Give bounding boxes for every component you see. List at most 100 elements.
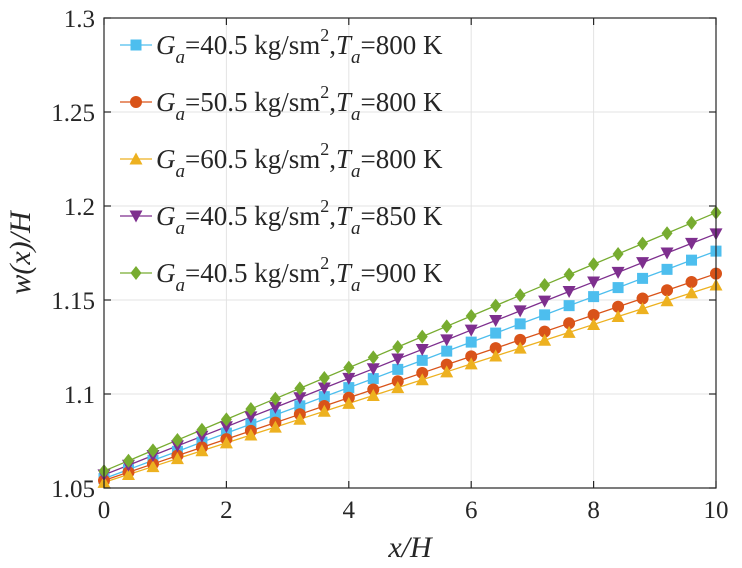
data-point xyxy=(489,342,502,355)
legend-text-gsub: a xyxy=(176,104,186,125)
y-tick-label: 1.2 xyxy=(64,194,95,221)
data-point xyxy=(318,371,330,386)
data-point xyxy=(392,363,404,375)
legend-text-t: T xyxy=(336,87,353,117)
data-point xyxy=(245,402,257,417)
data-point xyxy=(367,350,379,365)
legend-text-comma: , xyxy=(329,201,336,231)
data-point xyxy=(686,215,698,230)
tick-labels: 0 2 4 6 8 10 1.05 1.1 1.15 1.2 1.25 1.3 xyxy=(51,6,728,524)
legend-text-t: T xyxy=(336,30,353,60)
data-point xyxy=(465,350,478,363)
legend-text-gval: =40.5 kg/sm xyxy=(185,30,320,60)
legend-text-sup: 2 xyxy=(320,196,329,216)
legend-entry-1: Ga=40.5 kg/sm2,Ta=800 K xyxy=(120,25,443,68)
data-point xyxy=(366,363,380,376)
data-point xyxy=(637,272,649,284)
legend-entry-3: Ga=60.5 kg/sm2,Ta=800 K xyxy=(120,139,443,182)
data-point xyxy=(513,305,527,318)
data-point xyxy=(318,391,330,403)
legend-text-t: T xyxy=(336,201,353,231)
data-point xyxy=(514,288,526,303)
data-point xyxy=(588,291,600,303)
legend-text-tsub: a xyxy=(351,47,361,68)
data-point xyxy=(342,396,356,409)
legend-text-tsub: a xyxy=(351,104,361,125)
plot-frame xyxy=(103,17,717,489)
data-point xyxy=(440,365,454,378)
data-point xyxy=(587,317,601,330)
x-axis-label: x/H xyxy=(387,531,434,564)
data-point xyxy=(441,345,453,357)
legend-marker xyxy=(129,152,143,165)
data-point xyxy=(514,333,527,346)
data-point xyxy=(342,372,356,385)
legend-text-gsub: a xyxy=(176,218,186,239)
axis-ticks xyxy=(103,17,717,489)
x-tick-label: 6 xyxy=(465,497,478,524)
grid-lines xyxy=(103,17,717,489)
legend-text-gsub: a xyxy=(176,161,186,182)
data-point xyxy=(244,411,258,424)
legend-text-g: G xyxy=(156,144,176,174)
data-point xyxy=(441,319,453,334)
data-point xyxy=(661,226,673,241)
data-point xyxy=(343,360,355,375)
data-point xyxy=(269,409,281,421)
data-point xyxy=(268,420,282,433)
data-point xyxy=(636,292,649,305)
data-point xyxy=(196,422,208,437)
x-tick-label: 0 xyxy=(98,497,111,524)
data-point xyxy=(147,443,159,458)
data-point xyxy=(294,400,306,412)
legend: Ga=40.5 kg/sm2,Ta=800 KGa=50.5 kg/sm2,Ta… xyxy=(120,25,443,296)
data-point xyxy=(415,343,429,356)
legend-text-g: G xyxy=(156,258,176,288)
data-point xyxy=(661,263,673,275)
data-point xyxy=(391,381,405,394)
data-point xyxy=(686,254,698,266)
data-point xyxy=(660,294,674,307)
data-point xyxy=(588,257,600,272)
data-point xyxy=(490,298,502,313)
legend-text-tval: =800 K xyxy=(361,30,443,60)
data-point xyxy=(392,340,404,354)
legend-text-gval: =40.5 kg/sm xyxy=(185,201,320,231)
data-point xyxy=(268,401,282,414)
legend-marker xyxy=(129,210,143,223)
legend-text-comma: , xyxy=(329,87,336,117)
data-point xyxy=(317,404,331,417)
x-tick-label: 10 xyxy=(704,497,729,524)
data-point xyxy=(269,391,281,406)
data-point xyxy=(294,381,306,396)
y-tick-label: 1.25 xyxy=(51,100,95,127)
data-point xyxy=(637,236,649,251)
legend-text-sup: 2 xyxy=(320,82,329,102)
data-point xyxy=(245,418,257,430)
data-point xyxy=(539,309,551,321)
data-point xyxy=(538,295,552,308)
legend-text-tval: =800 K xyxy=(361,144,443,174)
x-tick-label: 4 xyxy=(343,497,356,524)
data-point xyxy=(587,276,601,289)
data-point xyxy=(685,237,699,250)
data-point xyxy=(612,246,624,261)
data-point xyxy=(489,314,503,327)
data-point xyxy=(170,452,184,465)
data-point xyxy=(440,334,454,347)
data-point xyxy=(219,421,233,434)
legend-text-g: G xyxy=(156,30,176,60)
legend-text-tsub: a xyxy=(351,161,361,182)
data-point xyxy=(636,257,650,270)
legend-label: Ga=40.5 kg/sm2,Ta=900 K xyxy=(156,253,443,296)
legend-text-sup: 2 xyxy=(320,25,329,45)
data-point xyxy=(366,389,380,402)
x-tick-label: 8 xyxy=(587,497,600,524)
legend-text-tval: =800 K xyxy=(361,87,443,117)
legend-text-gsub: a xyxy=(176,275,186,296)
legend-marker xyxy=(130,96,142,108)
legend-marker xyxy=(130,39,142,51)
legend-label: Ga=40.5 kg/sm2,Ta=800 K xyxy=(156,25,443,68)
data-point xyxy=(660,247,674,260)
